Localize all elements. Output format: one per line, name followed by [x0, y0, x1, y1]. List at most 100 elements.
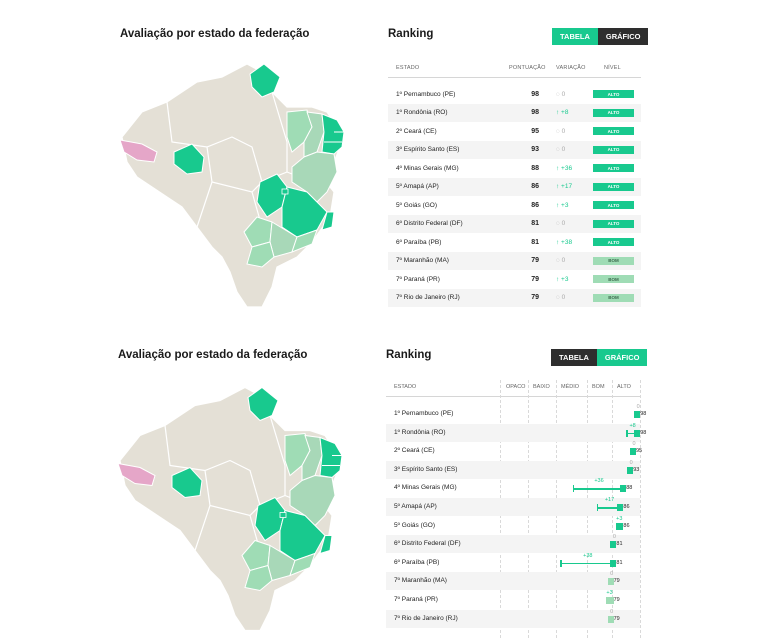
variation-label: 0	[629, 459, 633, 466]
table-row[interactable]: 5º Amapá (AP) 86 ↑ +17 ALTO	[388, 177, 641, 196]
tab-grafico-bottom[interactable]: GRÁFICO	[596, 349, 648, 366]
level-badge: ALTO	[593, 164, 634, 172]
table-header-divider	[388, 77, 641, 78]
score-label: 98	[640, 429, 647, 436]
col-nivel[interactable]: NÍVEL	[604, 65, 621, 71]
chart-row[interactable]: 7º Paraná (PR)	[386, 591, 640, 609]
map-title-top: Avaliação por estado da federação	[120, 28, 310, 40]
score-value: 98	[531, 90, 539, 98]
chart-row[interactable]: 3º Espírito Santo (ES)	[386, 460, 640, 479]
state-name: 3º Espírito Santo (ES)	[394, 465, 458, 473]
chart-header-divider	[386, 396, 640, 397]
chart-row[interactable]: 6º Distrito Federal (DF)	[386, 535, 640, 554]
score-label: 81	[616, 559, 623, 566]
score-label: 79	[613, 597, 620, 603]
score-label: 86	[623, 522, 630, 529]
score-marker[interactable]	[610, 541, 617, 549]
map-state-ro	[173, 143, 205, 175]
col-estado[interactable]: ESTADO	[396, 65, 420, 71]
score-label: 81	[616, 541, 623, 548]
score-marker[interactable]	[630, 448, 636, 456]
score-marker[interactable]	[634, 429, 641, 437]
table-row[interactable]: 7º Maranhão (MA) 79 ◌ 0 BOM	[388, 251, 641, 270]
score-marker[interactable]	[607, 615, 614, 623]
brazil-map-top[interactable]	[112, 52, 347, 312]
variation-line	[572, 488, 624, 490]
variation-label: 0	[612, 534, 616, 541]
chart-row[interactable]: 4º Minas Gerais (MG)	[386, 479, 640, 497]
chart-row[interactable]: 5º Amapá (AP)	[386, 498, 640, 516]
state-name: 7º Paraná (PR)	[394, 596, 438, 603]
variation-label: 0	[610, 608, 614, 615]
table-row[interactable]: 7º Rio de Janeiro (RJ) 79 ◌ 0 BOM	[388, 288, 641, 307]
variation-label: +3	[616, 515, 623, 522]
variation-line	[560, 562, 614, 565]
chart-row[interactable]: 1º Rondônia (RO)	[386, 423, 640, 442]
col-variacao[interactable]: VARIAÇÃO	[556, 65, 586, 71]
chart-row[interactable]: 5º Goiás (GO)	[386, 517, 640, 535]
chart-row[interactable]: 6º Paraíba (PB)	[386, 554, 640, 572]
chart-row[interactable]: 2º Ceará (CE)	[386, 442, 640, 460]
table-row[interactable]: 7º Paraná (PR) 79 ↑ +3 BOM	[388, 270, 641, 288]
chart-row[interactable]: 1º Pernambuco (PE)	[386, 405, 640, 423]
score-label: 88	[626, 485, 633, 492]
table-row[interactable]: 4º Minas Gerais (MG) 88 ↑ +36 ALTO	[388, 159, 641, 177]
state-name: 7º Paraná (PR)	[396, 275, 440, 283]
map-state-pr	[246, 241, 275, 268]
table-row[interactable]: 3º Espírito Santo (ES) 93 ◌ 0 ALTO	[388, 140, 641, 159]
map-state-ne	[321, 113, 345, 155]
variation-start	[572, 485, 575, 493]
table-row[interactable]: 2º Ceará (CE) 95 ◌ 0 ALTO	[388, 122, 641, 140]
state-name: 1º Rondônia (RO)	[396, 109, 448, 116]
score-value: 86	[531, 201, 539, 209]
score-marker[interactable]	[620, 485, 627, 493]
score-marker[interactable]	[607, 578, 614, 586]
score-value: 95	[531, 127, 539, 135]
map-state-ap	[249, 63, 281, 98]
state-name: 7º Rio de Janeiro (RJ)	[394, 614, 458, 622]
table-row[interactable]: 6º Paraíba (PB) 81 ↑ +38 ALTO	[388, 233, 641, 251]
state-name: 1º Pernambuco (PE)	[396, 90, 456, 98]
score-marker[interactable]	[610, 559, 617, 567]
variation-label: +38	[583, 552, 593, 559]
score-value: 79	[531, 257, 539, 264]
level-badge: ALTO	[593, 127, 634, 135]
variation-start	[616, 522, 618, 530]
grid-line	[640, 380, 641, 638]
level-badge: ALTO	[593, 201, 634, 209]
state-name: 2º Ceará (CE)	[396, 127, 437, 135]
brazil-map-bottom[interactable]	[110, 373, 345, 638]
score-marker[interactable]	[607, 597, 614, 604]
chart-row[interactable]: 7º Maranhão (MA)	[386, 572, 640, 591]
tab-grafico[interactable]: GRÁFICO	[597, 28, 649, 45]
score-marker[interactable]	[627, 466, 634, 474]
tab-tabela-bottom[interactable]: TABELA	[551, 349, 597, 366]
table-row[interactable]: 6º Distrito Federal (DF) 81 ◌ 0 ALTO	[388, 214, 641, 233]
col-baixo: BAIXO	[533, 384, 550, 390]
score-marker[interactable]	[617, 504, 624, 511]
state-name: 3º Espírito Santo (ES)	[396, 146, 460, 153]
variation-label: 0	[632, 441, 636, 448]
level-badge: ALTO	[593, 219, 634, 228]
variation-value: ◌ 0	[556, 127, 566, 135]
table-row[interactable]: 1º Rondônia (RO) 98 ↑ +8 ALTO	[388, 103, 641, 122]
score-value: 88	[531, 164, 539, 172]
variation-label: +8	[629, 422, 636, 429]
table-row[interactable]: 5º Goiás (GO) 86 ↑ +3 ALTO	[388, 196, 641, 214]
score-value: 81	[531, 238, 539, 246]
map-state-ac	[119, 139, 158, 163]
view-toggle-top: TABELA GRÁFICO	[552, 28, 649, 45]
col-medio: MÉDIO	[561, 384, 580, 390]
score-marker[interactable]	[617, 522, 624, 530]
col-estado-chart: ESTADO	[394, 384, 417, 390]
tab-tabela[interactable]: TABELA	[552, 28, 598, 45]
score-marker[interactable]	[634, 411, 641, 418]
table-row[interactable]: 1º Pernambuco (PE) 98 ◌ 0 ALTO	[388, 85, 641, 103]
level-badge: ALTO	[593, 90, 634, 98]
variation-value: ◌ 0	[556, 257, 566, 264]
variation-value: ↑ +36	[556, 164, 573, 172]
score-value: 79	[531, 275, 539, 283]
col-pontuacao[interactable]: PONTUAÇÃO	[509, 65, 546, 71]
chart-row[interactable]: 7º Rio de Janeiro (RJ)	[386, 609, 640, 628]
state-name: 5º Amapá (AP)	[394, 503, 437, 510]
